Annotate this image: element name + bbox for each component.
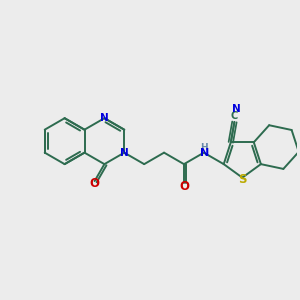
Text: N: N: [200, 148, 209, 158]
Text: N: N: [120, 148, 129, 158]
Text: H: H: [201, 143, 208, 152]
Text: C: C: [231, 111, 238, 121]
Text: S: S: [238, 173, 247, 186]
Text: N: N: [232, 104, 241, 114]
Text: O: O: [179, 180, 189, 193]
Text: N: N: [100, 113, 109, 123]
Text: O: O: [89, 177, 99, 190]
